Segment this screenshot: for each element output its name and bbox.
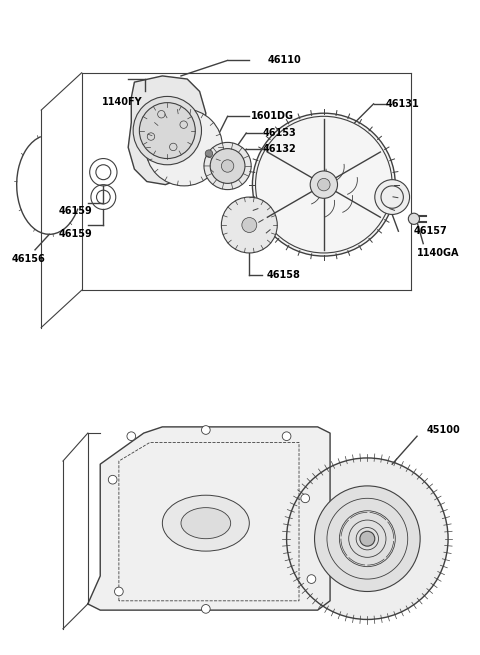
Circle shape	[108, 476, 117, 484]
Circle shape	[204, 142, 251, 189]
Text: 46159: 46159	[59, 229, 92, 239]
Circle shape	[375, 179, 409, 214]
Ellipse shape	[181, 508, 231, 538]
Text: 46159: 46159	[59, 206, 92, 216]
Circle shape	[318, 178, 330, 191]
Ellipse shape	[162, 495, 249, 551]
Circle shape	[139, 103, 195, 159]
Circle shape	[314, 486, 420, 591]
Circle shape	[301, 494, 310, 502]
Circle shape	[115, 587, 123, 596]
Circle shape	[408, 214, 420, 225]
Polygon shape	[128, 76, 206, 185]
Circle shape	[221, 160, 234, 172]
Circle shape	[360, 531, 375, 546]
Text: 1601DG: 1601DG	[251, 111, 294, 121]
Circle shape	[127, 432, 136, 441]
Text: 1140GA: 1140GA	[417, 248, 459, 258]
Circle shape	[210, 149, 245, 183]
Text: 1140FY: 1140FY	[102, 97, 142, 107]
Text: 46153: 46153	[263, 128, 297, 138]
Circle shape	[145, 109, 223, 186]
Text: 45100: 45100	[426, 425, 460, 435]
Text: 46110: 46110	[268, 56, 302, 66]
Circle shape	[221, 197, 277, 253]
Circle shape	[205, 150, 213, 157]
Circle shape	[282, 432, 291, 441]
Polygon shape	[88, 427, 330, 610]
Circle shape	[287, 458, 448, 620]
Text: 46132: 46132	[263, 144, 297, 154]
Circle shape	[252, 113, 396, 256]
Text: 46131: 46131	[386, 99, 420, 109]
Circle shape	[310, 171, 337, 198]
Circle shape	[202, 426, 210, 434]
Circle shape	[242, 217, 257, 233]
Circle shape	[133, 96, 202, 165]
Text: 46156: 46156	[12, 254, 46, 264]
Circle shape	[202, 605, 210, 613]
Text: 46158: 46158	[266, 270, 300, 280]
Circle shape	[307, 574, 316, 584]
Text: 46157: 46157	[414, 226, 448, 236]
